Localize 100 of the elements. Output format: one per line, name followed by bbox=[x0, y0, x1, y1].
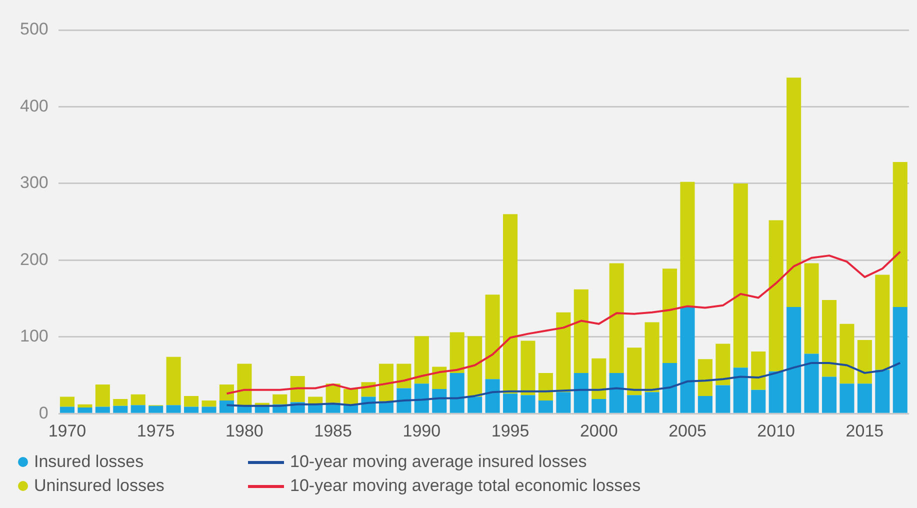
bar bbox=[166, 356, 181, 406]
bar bbox=[237, 364, 252, 406]
bar bbox=[592, 399, 606, 413]
bar bbox=[680, 182, 695, 307]
bar bbox=[751, 390, 766, 413]
bar bbox=[290, 376, 305, 402]
bar bbox=[414, 336, 429, 384]
x-tick-label: 1975 bbox=[136, 421, 175, 440]
bar bbox=[60, 396, 74, 407]
bar bbox=[751, 351, 766, 390]
bar bbox=[78, 407, 92, 413]
bar bbox=[768, 371, 784, 413]
bar bbox=[60, 406, 74, 413]
bar bbox=[804, 263, 819, 354]
bar bbox=[786, 306, 802, 413]
bar bbox=[698, 396, 712, 413]
y-tick-label: 200 bbox=[20, 250, 48, 269]
bar bbox=[662, 362, 678, 413]
bar bbox=[485, 294, 500, 380]
legend-label: 10-year moving average insured losses bbox=[290, 452, 587, 472]
bar bbox=[219, 384, 234, 401]
bar bbox=[698, 359, 712, 396]
bar bbox=[840, 384, 854, 413]
bar bbox=[272, 394, 288, 404]
bar bbox=[892, 162, 908, 307]
x-tick-label: 2010 bbox=[757, 421, 795, 440]
x-tick-label: 2015 bbox=[846, 421, 884, 440]
bar bbox=[344, 405, 358, 413]
bar bbox=[574, 289, 588, 373]
bar bbox=[184, 406, 199, 413]
bar bbox=[468, 396, 482, 413]
bar bbox=[822, 376, 837, 413]
bar bbox=[95, 406, 110, 413]
legend-label: 10-year moving average total economic losses bbox=[290, 476, 641, 496]
x-tick-label: 1985 bbox=[314, 421, 352, 440]
bar bbox=[644, 322, 660, 392]
bar bbox=[78, 404, 92, 408]
bar bbox=[538, 372, 553, 401]
y-tick-label: 300 bbox=[20, 173, 48, 192]
bar bbox=[857, 384, 872, 413]
bar bbox=[627, 395, 642, 413]
bar bbox=[875, 370, 890, 413]
bar bbox=[538, 400, 553, 413]
bar bbox=[113, 399, 128, 406]
bar bbox=[202, 406, 216, 413]
bar bbox=[840, 324, 854, 384]
bar bbox=[130, 405, 146, 413]
bar bbox=[520, 340, 536, 396]
y-tick-label: 0 bbox=[38, 403, 48, 422]
bar bbox=[768, 220, 784, 372]
bar bbox=[662, 268, 678, 363]
legend-label: Uninsured losses bbox=[34, 476, 164, 496]
bar bbox=[822, 300, 837, 377]
bar bbox=[130, 394, 146, 406]
x-tick-label: 1995 bbox=[491, 421, 530, 440]
x-tick-label: 1970 bbox=[48, 421, 86, 440]
bar bbox=[450, 372, 464, 413]
x-tick-label: 1990 bbox=[402, 421, 441, 440]
bar bbox=[432, 366, 447, 390]
x-tick-label: 2000 bbox=[580, 421, 618, 440]
bar bbox=[396, 364, 412, 388]
bar bbox=[503, 394, 518, 413]
bar bbox=[716, 344, 730, 386]
bar bbox=[875, 274, 890, 370]
bar bbox=[95, 384, 110, 407]
bar bbox=[219, 400, 234, 413]
bar bbox=[184, 396, 199, 407]
bar bbox=[148, 406, 164, 413]
bar bbox=[609, 263, 624, 373]
bar bbox=[716, 385, 730, 413]
bar bbox=[432, 389, 447, 413]
x-tick-label: 2005 bbox=[668, 421, 706, 440]
bar bbox=[378, 364, 394, 402]
x-tick-label: 1980 bbox=[226, 421, 264, 440]
y-tick-label: 100 bbox=[20, 326, 48, 346]
bar bbox=[804, 354, 819, 413]
bar bbox=[485, 379, 500, 413]
bar bbox=[450, 332, 464, 373]
bar bbox=[468, 336, 482, 397]
bar bbox=[414, 384, 429, 413]
bar bbox=[556, 312, 571, 392]
bar bbox=[892, 306, 908, 413]
bar bbox=[733, 368, 748, 413]
bar bbox=[857, 340, 872, 384]
y-tick-label: 500 bbox=[20, 20, 48, 39]
bar bbox=[520, 395, 536, 413]
bar bbox=[574, 372, 588, 413]
bar bbox=[680, 306, 695, 413]
bar bbox=[113, 406, 128, 413]
y-tick-label: 400 bbox=[20, 96, 48, 116]
bar bbox=[202, 400, 216, 407]
bar bbox=[644, 392, 660, 413]
bar bbox=[503, 214, 518, 394]
bar bbox=[396, 388, 412, 413]
bar bbox=[733, 183, 748, 368]
bar bbox=[627, 348, 642, 396]
bar bbox=[609, 372, 624, 413]
bar bbox=[556, 392, 571, 413]
bar bbox=[592, 358, 606, 400]
bar bbox=[786, 78, 802, 307]
